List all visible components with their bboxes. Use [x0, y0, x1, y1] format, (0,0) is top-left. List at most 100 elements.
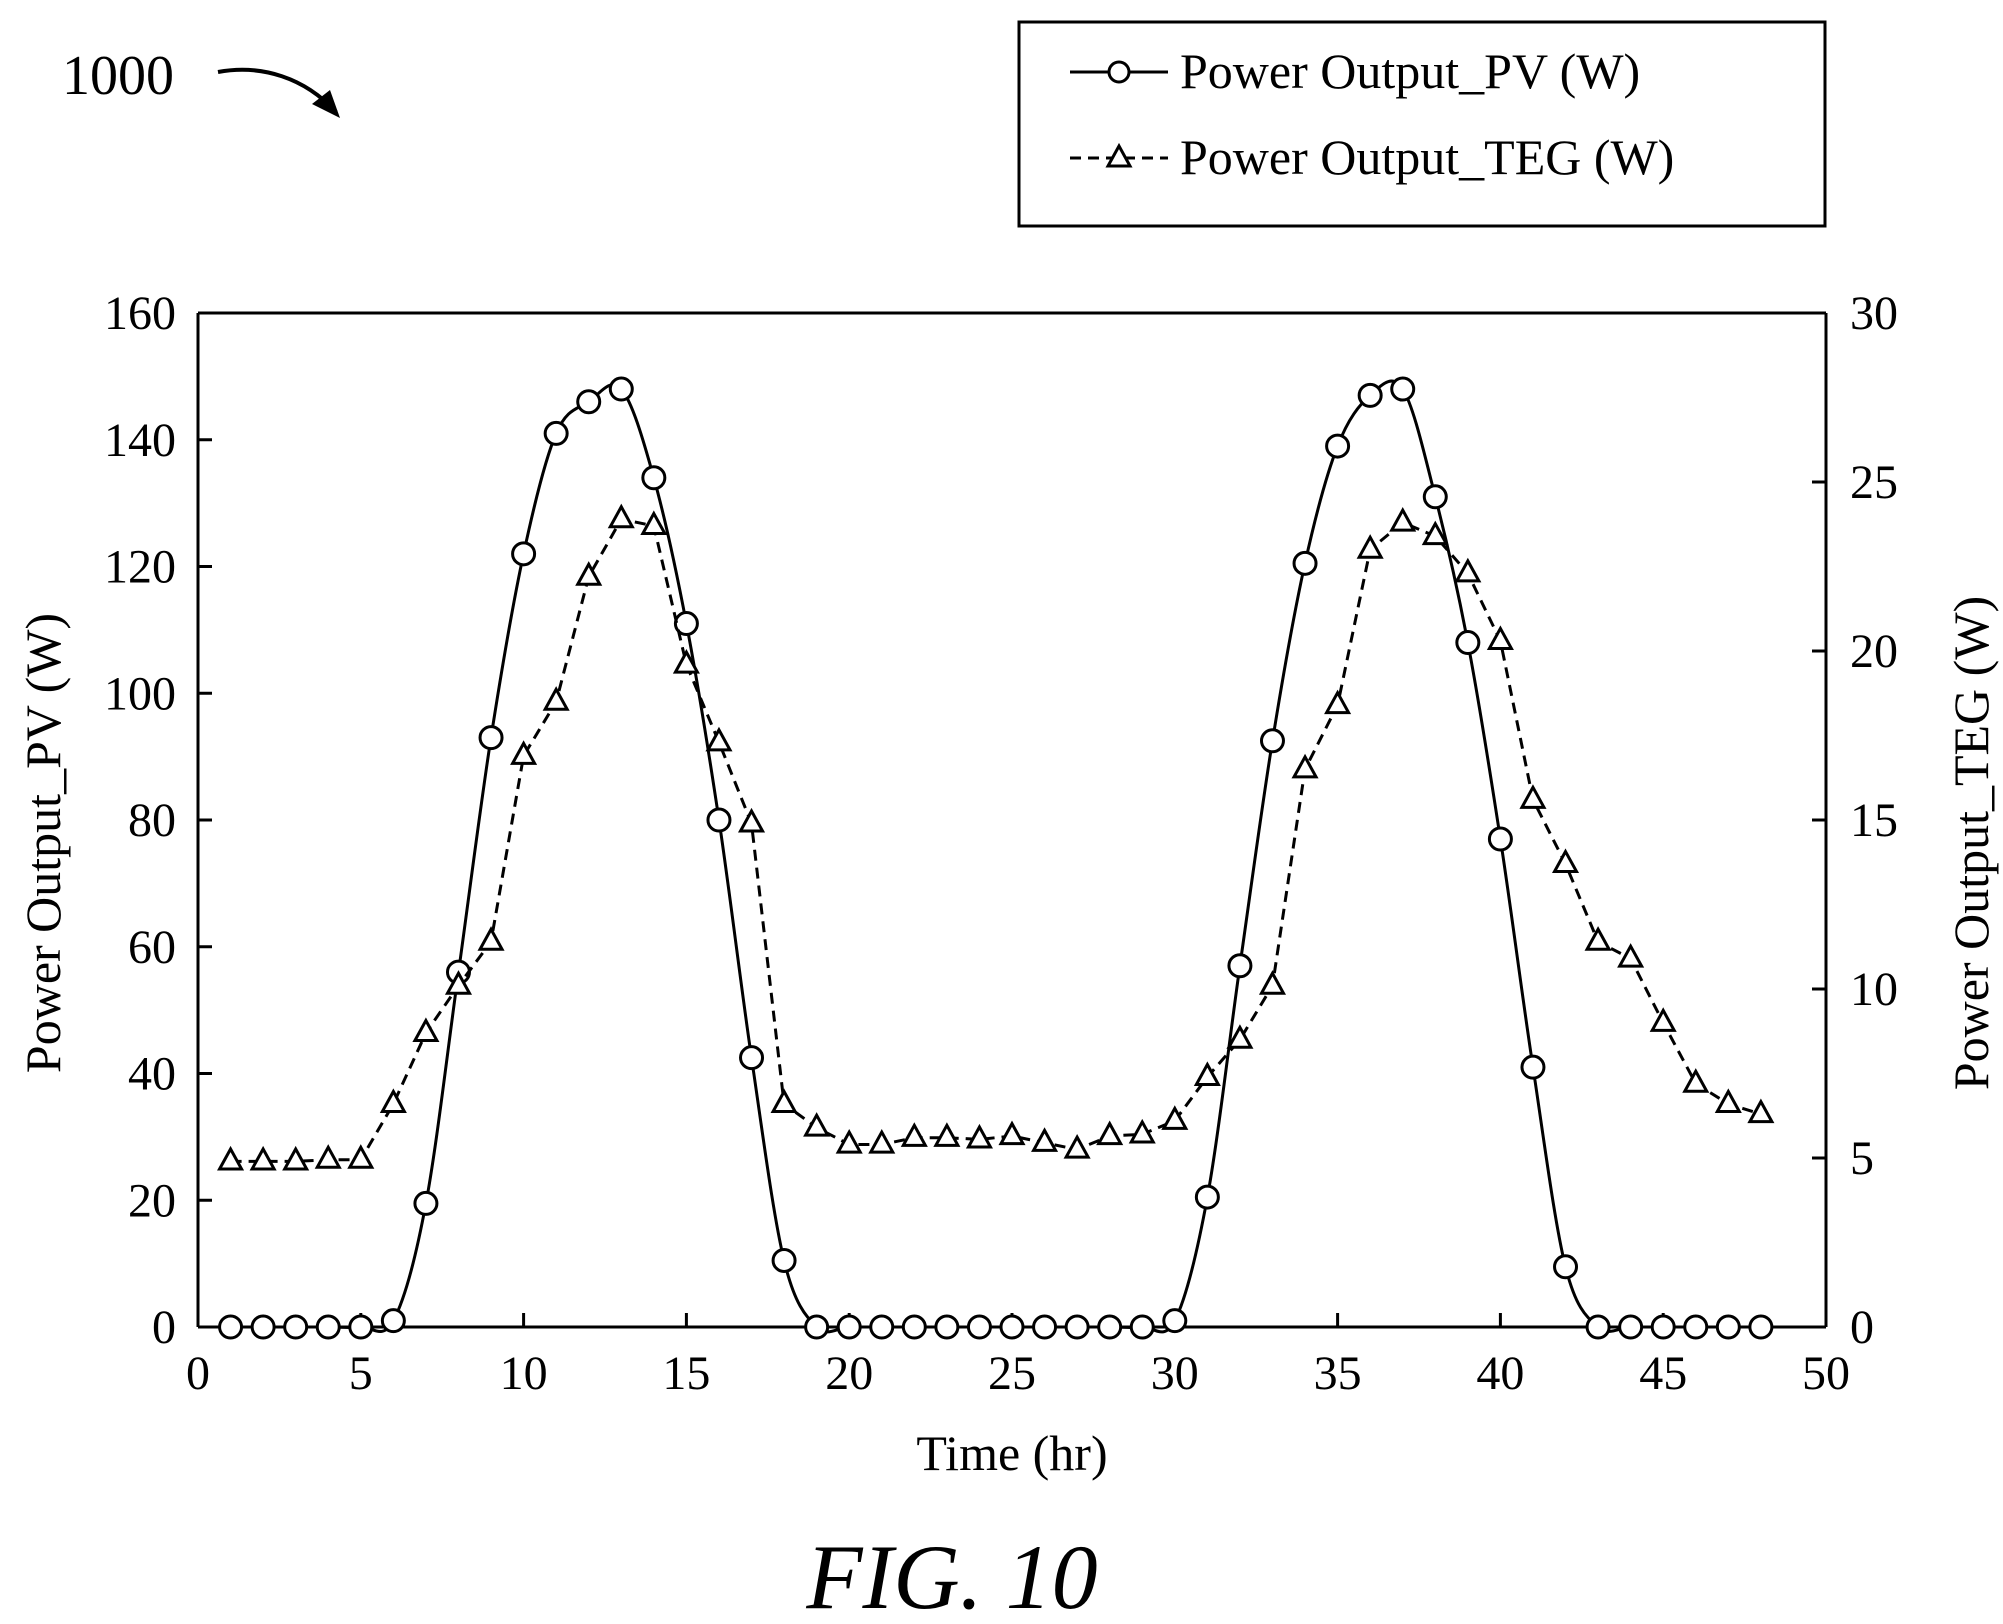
series-teg-point [803, 1112, 831, 1137]
series-pv-point [1292, 550, 1318, 576]
series-pv-point [641, 465, 667, 491]
series-pv-point [771, 1247, 797, 1273]
series-teg-point [1031, 1127, 1059, 1152]
series-teg-point [1096, 1120, 1124, 1146]
series-pv-point [348, 1314, 374, 1340]
x-tick-label: 20 [825, 1347, 873, 1400]
series-pv-point [1715, 1314, 1741, 1340]
series-pv-point [250, 1314, 276, 1340]
series-pv-point [1618, 1314, 1644, 1340]
legend-teg-label: Power Output_TEG (W) [1180, 129, 1674, 185]
series-pv-point [1357, 382, 1383, 408]
left-y-tick-label: 100 [104, 667, 176, 720]
series-teg-point [1584, 926, 1612, 951]
series-pv-point [413, 1190, 439, 1216]
series-teg-point [510, 740, 538, 765]
series-teg-point [249, 1145, 277, 1171]
series-teg-point [477, 926, 505, 951]
series-pv-point [1227, 953, 1253, 979]
series-pv-point [315, 1314, 341, 1340]
series-pv-point [511, 541, 537, 567]
series-teg-point [575, 561, 603, 586]
series-teg-point [1063, 1134, 1091, 1159]
series-teg-point [672, 649, 700, 674]
left-y-tick-label: 40 [128, 1048, 176, 1101]
series-pv-point [934, 1314, 960, 1340]
x-tick-label: 15 [662, 1347, 710, 1400]
series-teg-point [444, 970, 473, 995]
series-teg-point [868, 1128, 896, 1154]
series-teg-point [314, 1144, 342, 1169]
right-y-tick-label: 25 [1850, 456, 1898, 509]
series-pv-point [1683, 1314, 1709, 1340]
series-teg-point [1324, 689, 1352, 715]
series-pv-point [1162, 1308, 1188, 1334]
series-pv-point [966, 1314, 992, 1340]
series-teg-point [1161, 1105, 1189, 1130]
legend-pv-label: Power Output_PV (W) [1180, 43, 1640, 99]
series-teg-point [542, 686, 570, 711]
right-y-tick-label: 10 [1850, 963, 1898, 1016]
series-teg-point [705, 726, 733, 752]
series-pv-point [1455, 630, 1481, 656]
legend-teg-marker [1105, 142, 1133, 168]
series-teg-point [1128, 1118, 1156, 1144]
series-pv-point [739, 1045, 765, 1071]
series-pv-point [1520, 1054, 1546, 1080]
left-y-tick-label: 0 [152, 1301, 176, 1354]
series-pv-point [1553, 1254, 1579, 1280]
series-pv-point [1129, 1314, 1155, 1340]
x-tick-label: 5 [349, 1347, 373, 1400]
x-tick-label: 40 [1476, 1347, 1524, 1400]
series-teg-point [965, 1123, 993, 1149]
series-teg-point [1226, 1024, 1254, 1049]
series-teg-point [998, 1120, 1026, 1146]
series-teg-point [1454, 557, 1482, 583]
series-pv-point [1650, 1314, 1676, 1340]
legend-box [1017, 20, 1827, 228]
x-axis-title: Time (hr) [916, 1425, 1107, 1481]
series-pv-point [804, 1314, 830, 1340]
series-pv-point [1064, 1314, 1090, 1340]
series-pv-point [283, 1314, 309, 1340]
series-teg-point [835, 1128, 863, 1154]
right-y-tick-label: 30 [1850, 287, 1898, 340]
series-teg-point [900, 1122, 928, 1147]
series-pv-point [576, 389, 602, 415]
series-teg-point [933, 1122, 961, 1147]
series-pv-point [1325, 433, 1351, 459]
series-teg-point [1714, 1088, 1742, 1114]
x-tick-label: 30 [1151, 1347, 1199, 1400]
series-teg-point [1617, 943, 1645, 968]
x-tick-label: 45 [1639, 1347, 1687, 1400]
series-pv-point [1194, 1184, 1220, 1210]
series-pv-point [999, 1314, 1025, 1340]
series-teg-point [412, 1017, 440, 1043]
series-pv-point [1422, 484, 1448, 510]
series-teg-point [1519, 784, 1547, 809]
left-y-tick-label: 60 [128, 921, 176, 974]
right-y-tick-label: 15 [1850, 794, 1898, 847]
left-y-tick-label: 120 [104, 541, 176, 594]
right-y-tick-label: 5 [1850, 1132, 1874, 1185]
series-pv-line [230, 379, 1761, 1334]
plot-area: 0 5 10 15 20 25 30 35 40 45 5002040608010012014016… [104, 287, 1898, 1400]
x-tick-label: 35 [1314, 1347, 1362, 1400]
series-teg-point [1389, 507, 1417, 532]
series-pv-point [1390, 376, 1416, 402]
x-tick-label: 50 [1802, 1347, 1850, 1400]
series-teg-point [282, 1145, 310, 1171]
series-teg-point [640, 510, 668, 536]
reference-arrowhead [312, 90, 340, 118]
series-teg-point [1421, 520, 1449, 546]
series-teg-point [217, 1145, 245, 1171]
series-pv-point [380, 1308, 406, 1334]
series-pv-point [901, 1314, 927, 1340]
series-teg-point [1486, 625, 1514, 650]
right-y-axis-title: Power Output_TEG (W) [1943, 596, 1999, 1090]
series-teg-point [770, 1088, 798, 1114]
reference-numeral: 1000 [62, 45, 174, 107]
series-pv-point [1259, 728, 1285, 754]
left-y-axis-title: Power Output_PV (W) [15, 613, 71, 1073]
